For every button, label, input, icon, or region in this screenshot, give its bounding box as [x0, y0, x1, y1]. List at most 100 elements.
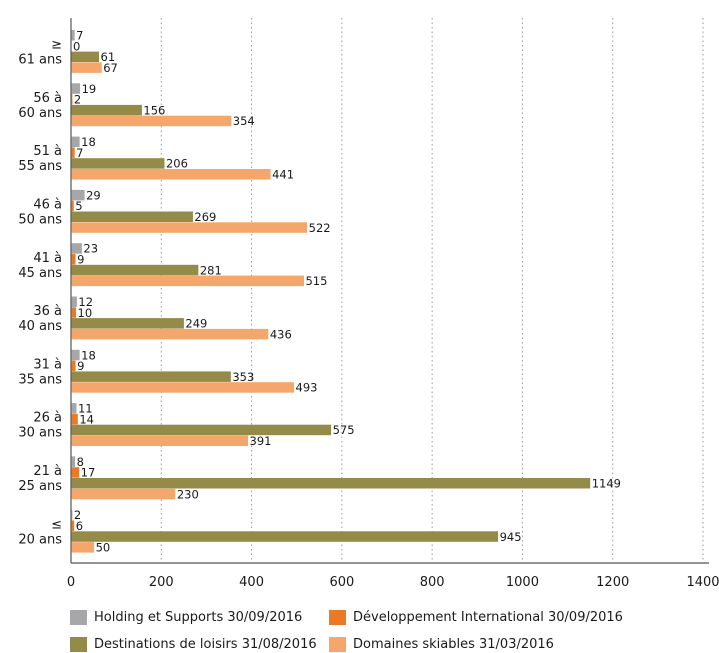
legend-swatch-holding: [70, 610, 87, 625]
bar: [71, 435, 249, 446]
bar: [71, 403, 77, 414]
bar: [71, 349, 80, 361]
bar-value-label: 8: [77, 455, 84, 469]
bar: [71, 83, 81, 94]
bar-value-label: 230: [177, 487, 199, 501]
bar: [71, 382, 295, 393]
bar: [71, 169, 271, 180]
bar-value-label: 9: [77, 253, 84, 267]
bar-value-label: 14: [79, 412, 94, 426]
y-category-label: 20 ans: [18, 532, 62, 547]
bar-value-label: 269: [194, 210, 216, 224]
bar-value-label: 156: [143, 103, 165, 117]
legend-label-domaines: Domaines skiables 31/03/2016: [353, 637, 554, 652]
bar-value-label: 391: [250, 434, 272, 448]
bar-value-label: 7: [76, 146, 83, 160]
bar: [71, 104, 142, 116]
y-category-label: 21 à: [33, 464, 62, 479]
bar: [71, 94, 73, 105]
bar: [71, 456, 76, 467]
bar-value-label: 23: [83, 242, 98, 256]
bar-value-label: 18: [81, 135, 96, 149]
bar: [71, 531, 499, 542]
bar: [71, 413, 78, 425]
bar-value-label: 2: [74, 93, 81, 107]
bar: [71, 62, 102, 73]
y-category-label: 45 ans: [18, 266, 62, 281]
bar-value-label: 354: [233, 114, 255, 128]
legend-label-developpement: Développement International 30/09/2016: [353, 610, 623, 625]
bar-value-label: 493: [296, 381, 318, 395]
x-tick-label: 1200: [596, 575, 629, 590]
y-category-label: ≥: [51, 38, 62, 53]
bar: [71, 307, 77, 318]
bar-value-label: 0: [73, 39, 80, 53]
bar: [71, 264, 199, 276]
legend-swatch-developpement: [329, 610, 346, 625]
legend-item-domaines: Domaines skiables 31/03/2016: [329, 637, 554, 652]
bar-value-label: 19: [82, 82, 97, 96]
bar-value-label: 575: [333, 423, 355, 437]
bar: [71, 200, 74, 212]
legend-swatch-destinations: [70, 637, 87, 652]
bar-value-label: 5: [75, 199, 82, 213]
y-category-label: 35 ans: [18, 372, 62, 387]
bar: [71, 318, 184, 329]
y-category-label: 41 à: [33, 251, 62, 266]
bar-value-label: 61: [101, 50, 116, 64]
x-tick-label: 1000: [506, 575, 539, 590]
y-category-label: 31 à: [33, 357, 62, 372]
x-tick-label: 600: [329, 575, 354, 590]
bar: [71, 478, 591, 489]
bar-value-label: 10: [78, 306, 93, 320]
y-category-label: 25 ans: [18, 479, 62, 494]
bar: [71, 296, 77, 307]
x-tick-label: 400: [239, 575, 264, 590]
bar-value-label: 6: [76, 519, 83, 533]
x-tick-label: 800: [420, 575, 445, 590]
bar-value-label: 436: [270, 327, 292, 341]
bar-value-label: 18: [81, 348, 96, 362]
x-tick-label: 200: [149, 575, 174, 590]
legend-item-developpement: Développement International 30/09/2016: [329, 610, 623, 625]
bar: [71, 30, 75, 41]
bar: [71, 424, 332, 436]
y-category-label: 46 à: [33, 198, 62, 213]
y-category-label: 61 ans: [18, 53, 62, 68]
y-category-label: 40 ans: [18, 319, 62, 334]
bar-value-label: 353: [232, 370, 254, 384]
legend-item-holding: Holding et Supports 30/09/2016: [70, 610, 302, 625]
y-category-label: 50 ans: [18, 213, 62, 228]
bar: [71, 360, 76, 372]
bar: [71, 51, 100, 63]
y-category-label: 30 ans: [18, 426, 62, 441]
bar-value-label: 11: [78, 402, 93, 416]
bar: [71, 509, 73, 521]
bar-value-label: 50: [96, 541, 111, 555]
legend-item-destinations: Destinations de loisirs 31/08/2016: [70, 637, 317, 652]
bar: [71, 371, 231, 382]
bar: [71, 254, 76, 265]
y-category-label: 26 à: [33, 411, 62, 426]
y-category-label: 60 ans: [18, 106, 62, 121]
legend-swatch-domaines: [329, 637, 346, 652]
bar-value-label: 441: [272, 168, 294, 182]
bar: [71, 115, 232, 127]
bar-value-label: 249: [185, 317, 207, 331]
bar: [71, 222, 308, 233]
bar: [71, 488, 176, 500]
y-category-label: 55 ans: [18, 159, 62, 174]
bar-value-label: 12: [78, 295, 93, 309]
x-tick-label: 0: [67, 575, 75, 590]
bar-value-label: 17: [81, 466, 96, 480]
bar: [71, 243, 82, 254]
bar: [71, 147, 75, 158]
y-category-label: 51 à: [33, 144, 62, 159]
bar-value-label: 29: [86, 188, 101, 202]
legend-label-holding: Holding et Supports 30/09/2016: [94, 610, 303, 625]
bar: [71, 328, 269, 340]
bar: [71, 467, 80, 478]
bar-value-label: 7: [76, 29, 83, 43]
bar-value-label: 945: [500, 530, 522, 544]
